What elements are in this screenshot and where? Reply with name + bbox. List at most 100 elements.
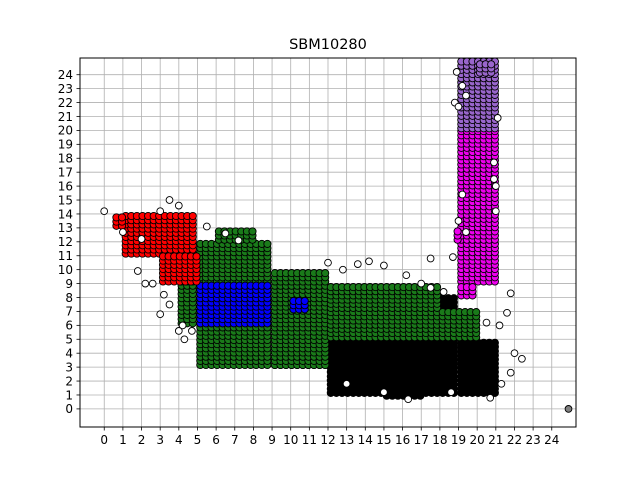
y-tick-label: 7: [65, 305, 73, 319]
outlier-point: [174, 327, 183, 335]
x-tick-label: 18: [432, 433, 447, 447]
data-point: [263, 239, 272, 248]
outlier-point: [165, 300, 174, 309]
outlier-point: [439, 288, 448, 296]
data-point: [453, 227, 462, 236]
x-tick-label: 5: [194, 433, 202, 447]
outlier-point: [482, 318, 491, 327]
x-tick-label: 10: [283, 433, 298, 447]
y-tick-label: 5: [65, 333, 73, 347]
outlier-point: [156, 207, 165, 216]
outlier-point: [447, 388, 455, 397]
outlier-point: [119, 228, 127, 236]
outlier-point: [454, 102, 463, 111]
x-tick-label: 9: [268, 433, 276, 447]
y-tick-label: 3: [65, 360, 73, 374]
x-tick-label: 12: [320, 433, 335, 447]
outlier-point: [506, 289, 515, 298]
x-tick-label: 11: [302, 433, 317, 447]
x-tick-label: 21: [488, 433, 503, 447]
outlier-point: [137, 235, 146, 243]
outlier-point: [426, 283, 435, 292]
y-tick-label: 6: [65, 319, 73, 333]
outlier-point: [353, 260, 362, 268]
outlier-point: [221, 229, 230, 238]
outlier-point: [497, 379, 506, 388]
outlier-point: [156, 310, 165, 319]
outlier-point: [510, 349, 519, 358]
data-point: [468, 283, 477, 292]
data-point: [300, 296, 309, 306]
y-tick-label: 24: [58, 68, 73, 82]
y-tick-label: 9: [65, 277, 73, 291]
x-tick-label: 14: [358, 433, 373, 447]
y-tick-label: 4: [65, 347, 73, 361]
x-tick-label: 20: [470, 433, 485, 447]
outlier-point: [493, 114, 502, 122]
isolated-point: [564, 405, 573, 413]
y-tick-label: 11: [58, 249, 73, 263]
data-point: [263, 281, 272, 290]
x-tick-label: 8: [250, 433, 258, 447]
cluster-3: [112, 211, 201, 286]
y-tick-label: 22: [58, 96, 73, 110]
outlier-point: [503, 308, 511, 317]
x-tick-label: 2: [138, 433, 146, 447]
outlier-point: [202, 222, 211, 231]
x-tick-label: 22: [507, 433, 522, 447]
outlier-point: [518, 354, 526, 363]
outlier-point: [365, 257, 373, 266]
outlier-point: [380, 261, 388, 270]
x-tick-label: 23: [525, 433, 540, 447]
outlier-point: [165, 196, 174, 204]
y-tick-label: 17: [58, 165, 73, 179]
outlier-point: [141, 279, 150, 288]
outlier-point: [234, 236, 243, 245]
cluster-2: [196, 281, 309, 328]
outlier-point: [462, 91, 470, 100]
outlier-point: [148, 279, 157, 288]
x-tick-label: 6: [212, 433, 220, 447]
data-point: [433, 283, 442, 292]
outlier-point: [133, 267, 142, 275]
data-point: [192, 252, 201, 261]
chart-title: SBM10280: [289, 37, 367, 53]
y-tick-label: 23: [58, 82, 73, 96]
outlier-point: [174, 201, 183, 210]
x-tick-label: 16: [395, 433, 410, 447]
outlier-point: [506, 368, 515, 377]
x-tick-label: 24: [544, 433, 559, 447]
y-tick-label: 21: [58, 110, 73, 124]
outlier-point: [454, 217, 463, 225]
outlier-point: [402, 271, 411, 280]
outlier-point: [380, 388, 388, 397]
x-tick-label: 17: [414, 433, 429, 447]
y-tick-label: 8: [65, 291, 73, 305]
cluster-4: [453, 127, 499, 300]
y-tick-label: 1: [65, 388, 73, 402]
data-point: [472, 308, 481, 317]
y-tick-label: 10: [58, 263, 73, 277]
outlier-point: [160, 290, 168, 299]
data-regions: [112, 58, 499, 400]
y-tick-label: 16: [58, 179, 73, 193]
y-tick-label: 18: [58, 152, 73, 166]
outlier-point: [404, 395, 413, 404]
data-point: [117, 213, 127, 222]
data-point: [449, 294, 458, 303]
x-tick-label: 15: [376, 433, 391, 447]
outlier-point: [180, 335, 189, 344]
data-point: [449, 363, 458, 372]
x-tick-label: 0: [100, 433, 108, 447]
outlier-point: [426, 254, 435, 263]
outlier-point: [342, 379, 351, 388]
y-tick-label: 14: [58, 207, 73, 221]
data-points: [100, 68, 573, 413]
x-tick-label: 1: [119, 433, 127, 447]
outlier-point: [490, 158, 498, 167]
outlier-point: [458, 81, 467, 90]
outlier-point: [324, 258, 332, 267]
y-tick-label: 19: [58, 138, 73, 152]
outlier-point: [417, 279, 426, 288]
